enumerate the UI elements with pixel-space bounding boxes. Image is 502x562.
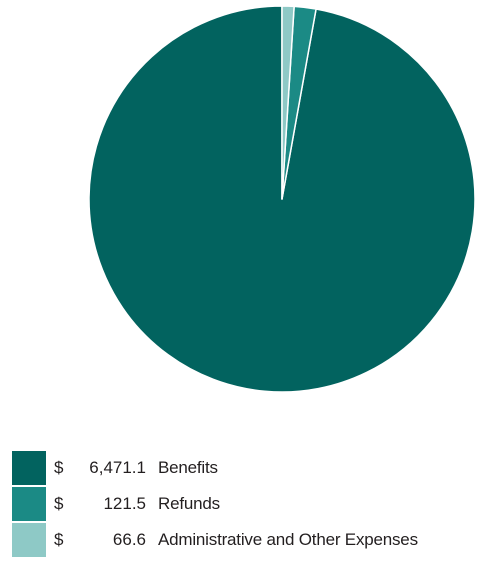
legend-swatch-benefits	[12, 451, 46, 485]
pie-slices	[88, 5, 476, 393]
pie-slice-benefits	[88, 5, 476, 393]
legend-currency-symbol: $	[54, 494, 64, 513]
pie-chart	[88, 5, 476, 393]
legend-label-benefits: Benefits	[158, 458, 218, 477]
legend-label-refunds: Refunds	[158, 494, 220, 513]
legend: $ 6,471.1 Benefits $ 121.5 Refunds $ 66.…	[12, 450, 500, 558]
legend-value-benefits: 6,471.1	[89, 458, 146, 477]
pie-slice-administrative	[281, 5, 295, 200]
legend-swatch-administrative	[12, 523, 46, 557]
legend-value-refunds: 121.5	[103, 494, 146, 513]
legend-currency-symbol: $	[54, 458, 64, 477]
legend-item-refunds: $ 121.5 Refunds	[12, 486, 500, 522]
legend-swatch-refunds	[12, 487, 46, 521]
legend-item-benefits: $ 6,471.1 Benefits	[12, 450, 500, 486]
legend-item-administrative: $ 66.6 Administrative and Other Expenses	[12, 522, 500, 558]
legend-label-administrative: Administrative and Other Expenses	[158, 530, 418, 549]
legend-value-administrative: 66.6	[112, 530, 146, 549]
legend-currency-symbol: $	[54, 530, 64, 549]
